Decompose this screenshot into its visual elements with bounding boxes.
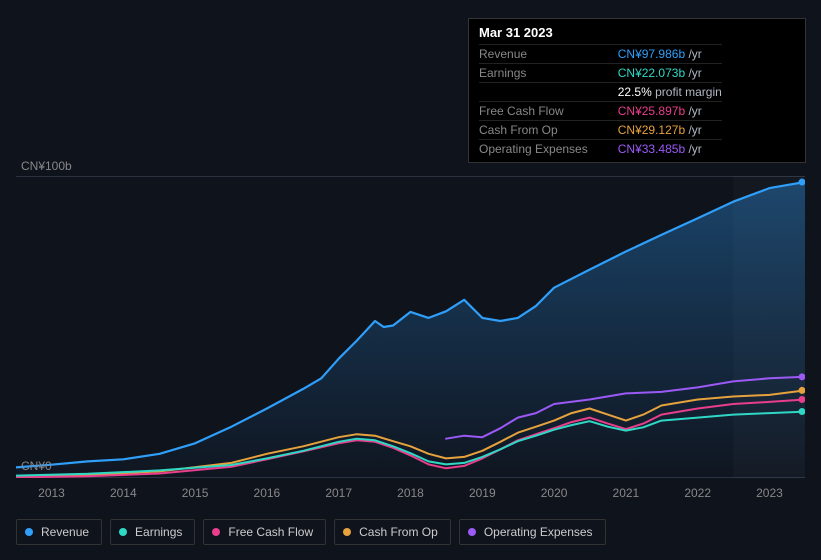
tooltip-row: Cash From OpCN¥29.127b /yr: [479, 121, 722, 140]
tooltip-date: Mar 31 2023: [479, 25, 795, 40]
tooltip-row-label: Earnings: [479, 64, 618, 83]
legend-swatch: [343, 528, 351, 536]
legend-item-operating-expenses[interactable]: Operating Expenses: [459, 519, 606, 545]
x-axis-label: 2018: [397, 486, 424, 500]
tooltip-row-label: Cash From Op: [479, 121, 618, 140]
x-axis-label: 2022: [684, 486, 711, 500]
legend-item-revenue[interactable]: Revenue: [16, 519, 102, 545]
tooltip-row: Operating ExpensesCN¥33.485b /yr: [479, 140, 722, 159]
tooltip-row-value: CN¥22.073b /yr: [618, 64, 722, 83]
legend-label: Revenue: [41, 525, 89, 539]
financials-chart: [16, 176, 805, 478]
tooltip-row-value: CN¥33.485b /yr: [618, 140, 722, 159]
legend-swatch: [119, 528, 127, 536]
tooltip-row: EarningsCN¥22.073b /yr: [479, 64, 722, 83]
legend-item-free-cash-flow[interactable]: Free Cash Flow: [203, 519, 326, 545]
legend-swatch: [25, 528, 33, 536]
tooltip-row: 22.5% profit margin: [479, 83, 722, 102]
y-axis-label: CN¥0: [21, 459, 52, 473]
tooltip-row: RevenueCN¥97.986b /yr: [479, 45, 722, 64]
legend-label: Operating Expenses: [484, 525, 593, 539]
x-axis-label: 2023: [756, 486, 783, 500]
x-axis-label: 2020: [541, 486, 568, 500]
legend-item-earnings[interactable]: Earnings: [110, 519, 195, 545]
legend-label: Free Cash Flow: [228, 525, 313, 539]
tooltip-row-value: CN¥25.897b /yr: [618, 102, 722, 121]
x-axis-label: 2013: [38, 486, 65, 500]
legend-item-cash-from-op[interactable]: Cash From Op: [334, 519, 451, 545]
tooltip-row-value: CN¥29.127b /yr: [618, 121, 722, 140]
chart-tooltip: Mar 31 2023 RevenueCN¥97.986b /yrEarning…: [468, 18, 806, 163]
tooltip-row-value: 22.5% profit margin: [618, 83, 722, 102]
y-axis-label: CN¥100b: [21, 159, 72, 173]
tooltip-table: RevenueCN¥97.986b /yrEarningsCN¥22.073b …: [479, 44, 722, 158]
x-axis-label: 2015: [182, 486, 209, 500]
tooltip-row: Free Cash FlowCN¥25.897b /yr: [479, 102, 722, 121]
legend-swatch: [212, 528, 220, 536]
legend: Revenue Earnings Free Cash Flow Cash From O…: [16, 519, 606, 545]
x-axis-label: 2014: [110, 486, 137, 500]
legend-swatch: [468, 528, 476, 536]
x-axis-label: 2019: [469, 486, 496, 500]
tooltip-row-label: Operating Expenses: [479, 140, 618, 159]
tooltip-row-label: Revenue: [479, 45, 618, 64]
tooltip-row-label: [479, 83, 618, 102]
x-axis-label: 2017: [325, 486, 352, 500]
tooltip-row-value: CN¥97.986b /yr: [618, 45, 722, 64]
x-axis-label: 2021: [613, 486, 640, 500]
x-axis-label: 2016: [254, 486, 281, 500]
tooltip-row-label: Free Cash Flow: [479, 102, 618, 121]
legend-label: Earnings: [135, 525, 182, 539]
legend-label: Cash From Op: [359, 525, 438, 539]
